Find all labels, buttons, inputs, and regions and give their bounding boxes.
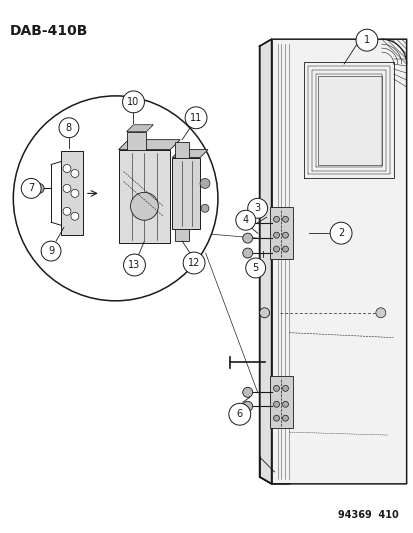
Circle shape — [228, 403, 250, 425]
Text: 13: 13 — [128, 260, 140, 270]
Polygon shape — [172, 158, 199, 229]
Circle shape — [242, 233, 252, 243]
Circle shape — [242, 387, 252, 397]
Circle shape — [201, 204, 209, 212]
Text: 3: 3 — [254, 203, 260, 213]
Circle shape — [242, 401, 252, 411]
Polygon shape — [118, 150, 170, 243]
Circle shape — [63, 207, 71, 215]
Bar — [61, 151, 83, 235]
Polygon shape — [126, 125, 153, 132]
Bar — [175, 142, 189, 158]
Circle shape — [63, 184, 71, 192]
Text: 2: 2 — [337, 228, 343, 238]
Circle shape — [242, 248, 252, 258]
Circle shape — [183, 252, 204, 274]
Text: DAB-410B: DAB-410B — [9, 25, 88, 38]
Circle shape — [273, 216, 279, 222]
Circle shape — [130, 192, 158, 220]
Circle shape — [375, 308, 385, 318]
Text: 11: 11 — [190, 113, 202, 123]
Text: 8: 8 — [66, 123, 72, 133]
Text: 1: 1 — [363, 35, 369, 45]
Bar — [126, 132, 146, 150]
Text: 6: 6 — [236, 409, 242, 419]
Circle shape — [282, 232, 288, 238]
Circle shape — [247, 198, 267, 218]
Circle shape — [185, 107, 206, 129]
Circle shape — [245, 258, 265, 278]
Text: 7: 7 — [28, 183, 34, 193]
Circle shape — [330, 222, 351, 244]
Text: 94369  410: 94369 410 — [337, 510, 398, 520]
Text: 9: 9 — [48, 246, 54, 256]
Circle shape — [199, 179, 209, 188]
Circle shape — [59, 118, 78, 138]
Text: 5: 5 — [252, 263, 258, 273]
Bar — [175, 229, 189, 241]
Circle shape — [34, 183, 44, 193]
Circle shape — [123, 254, 145, 276]
Circle shape — [355, 29, 377, 51]
Circle shape — [71, 189, 78, 197]
Polygon shape — [172, 150, 207, 158]
Text: 12: 12 — [188, 258, 200, 268]
Circle shape — [41, 241, 61, 261]
Circle shape — [273, 401, 279, 407]
Circle shape — [273, 246, 279, 252]
Text: 4: 4 — [242, 215, 248, 225]
Bar — [269, 376, 293, 428]
Circle shape — [242, 218, 252, 228]
Circle shape — [282, 246, 288, 252]
Polygon shape — [259, 39, 406, 484]
Circle shape — [282, 385, 288, 391]
Circle shape — [122, 91, 144, 113]
Circle shape — [273, 385, 279, 391]
Circle shape — [282, 216, 288, 222]
Circle shape — [63, 165, 71, 173]
Circle shape — [235, 211, 255, 230]
Polygon shape — [118, 140, 180, 150]
Circle shape — [21, 179, 41, 198]
Circle shape — [71, 212, 78, 220]
Circle shape — [282, 415, 288, 421]
Circle shape — [259, 308, 269, 318]
Circle shape — [13, 96, 217, 301]
Polygon shape — [259, 39, 271, 484]
Polygon shape — [318, 76, 381, 165]
Circle shape — [273, 232, 279, 238]
Text: 10: 10 — [127, 97, 139, 107]
Circle shape — [71, 169, 78, 177]
Bar — [269, 207, 293, 259]
Circle shape — [282, 401, 288, 407]
Circle shape — [273, 415, 279, 421]
